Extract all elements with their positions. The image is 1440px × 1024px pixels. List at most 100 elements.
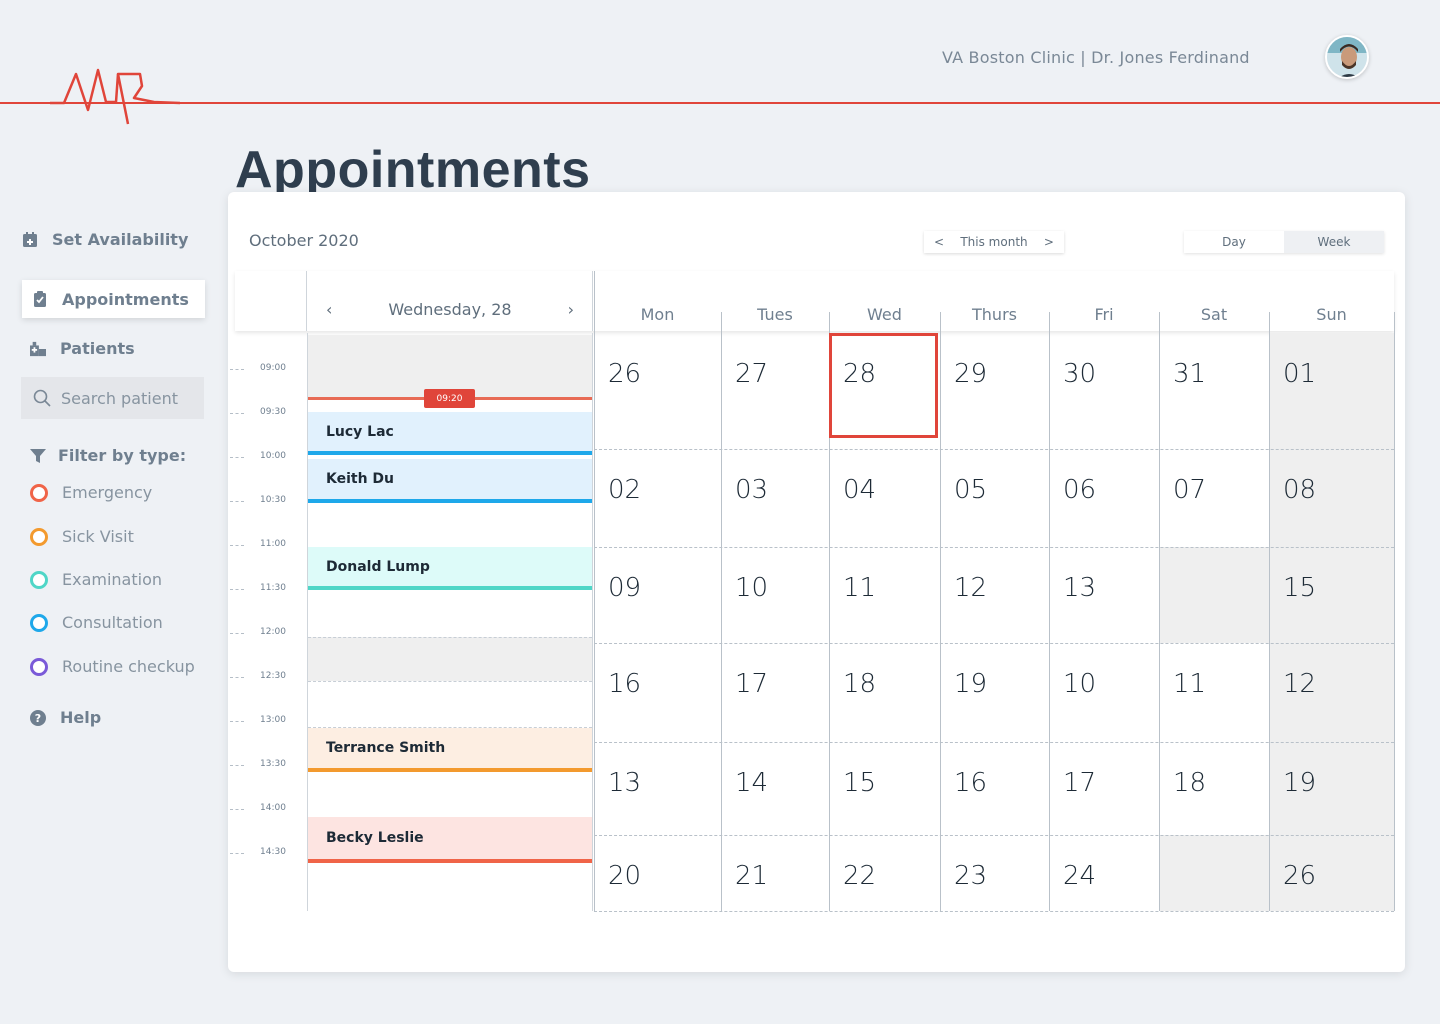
filter-label: Examination: [62, 570, 163, 589]
time-tick: [230, 545, 244, 546]
calendar-day-cell[interactable]: 18: [1173, 768, 1207, 798]
help-link[interactable]: ? Help: [30, 708, 101, 727]
prev-day-button[interactable]: ‹: [326, 300, 333, 319]
calendar-day-cell[interactable]: [1159, 835, 1269, 911]
calendar-day-cell[interactable]: 26: [608, 359, 642, 389]
avatar[interactable]: [1325, 35, 1369, 79]
filter-label: Consultation: [62, 613, 163, 632]
weekday-tues: Tues: [757, 305, 793, 324]
filter-sick-visit[interactable]: Sick Visit: [30, 527, 134, 546]
search-box: [21, 377, 204, 419]
calendar-day-cell[interactable]: 11: [1173, 669, 1207, 699]
search-icon: [33, 389, 51, 407]
calendar-day-cell[interactable]: 08: [1283, 475, 1317, 505]
appointment-becky-leslie[interactable]: Becky Leslie: [308, 817, 592, 863]
grid-column-line: [594, 271, 595, 911]
filter-title: Filter by type:: [30, 446, 186, 465]
today-highlight: [829, 333, 938, 438]
appointment-keith-du[interactable]: Keith Du: [308, 459, 592, 503]
calendar-day-cell[interactable]: 10: [1063, 669, 1097, 699]
appointment-name: Becky Leslie: [326, 830, 424, 846]
calendar-day-cell[interactable]: 17: [1063, 768, 1097, 798]
prev-month-button[interactable]: <: [934, 235, 945, 249]
calendar-day-cell[interactable]: 21: [735, 861, 769, 891]
sick-visit-ring-icon: [30, 527, 48, 546]
search-input[interactable]: [61, 388, 191, 408]
consultation-ring-icon: [30, 613, 48, 632]
time-label: 14:30: [260, 847, 286, 857]
calendar-day-cell[interactable]: 15: [843, 768, 877, 798]
unavailable-day: [1269, 742, 1394, 835]
divider: [306, 271, 307, 331]
appointment-terrance-smith[interactable]: Terrance Smith: [308, 728, 592, 772]
calendar-day-cell[interactable]: 15: [1283, 573, 1317, 603]
appointment-lucy-lac[interactable]: Lucy Lac: [308, 412, 592, 455]
slot-line: [308, 637, 592, 638]
examination-ring-icon: [30, 570, 48, 589]
calendar-day-cell[interactable]: 17: [735, 669, 769, 699]
heartbeat-logo-icon: [50, 68, 180, 125]
calendar-day-cell[interactable]: 26: [1283, 861, 1317, 891]
calendar-day-cell[interactable]: 16: [608, 669, 642, 699]
calendar-day-cell[interactable]: 27: [735, 359, 769, 389]
filter-consultation[interactable]: Consultation: [30, 613, 163, 632]
this-month-button[interactable]: This month: [960, 235, 1028, 249]
calendar-day-cell[interactable]: 18: [843, 669, 877, 699]
time-label: 09:00: [260, 363, 286, 373]
calendar-day-cell[interactable]: 24: [1063, 861, 1097, 891]
calendar-day-cell[interactable]: 03: [735, 475, 769, 505]
sidebar-item-set-availability[interactable]: Set Availability: [22, 230, 188, 249]
calendar-day-cell[interactable]: 23: [954, 861, 988, 891]
calendar-day-cell[interactable]: 04: [843, 475, 877, 505]
time-label: 14:00: [260, 803, 286, 813]
sidebar-item-patients[interactable]: Patients: [30, 339, 135, 358]
calendar-day-cell[interactable]: 11: [843, 573, 877, 603]
week-view-button[interactable]: Week: [1284, 231, 1384, 253]
calendar-day-cell[interactable]: 29: [954, 359, 988, 389]
appointment-name: Lucy Lac: [326, 423, 394, 440]
help-label: Help: [60, 708, 102, 727]
calendar-day-cell[interactable]: 06: [1063, 475, 1097, 505]
calendar-day-cell[interactable]: 13: [608, 768, 642, 798]
time-label: 09:30: [260, 407, 286, 417]
grid-column-line: [1269, 312, 1270, 911]
calendar-header: [235, 271, 1394, 331]
calendar-day-cell[interactable]: 20: [608, 861, 642, 891]
calendar-day-cell[interactable]: 12: [954, 573, 988, 603]
calendar-day-cell[interactable]: 13: [1063, 573, 1097, 603]
day-view-column: [307, 333, 593, 911]
sidebar-item-appointments[interactable]: Appointments: [22, 280, 205, 318]
calendar-day-cell[interactable]: 01: [1283, 359, 1317, 389]
calendar-day-cell[interactable]: 30: [1063, 359, 1097, 389]
next-month-button[interactable]: >: [1043, 235, 1054, 249]
grid-column-line: [829, 312, 830, 911]
calendar-day-cell[interactable]: 10: [735, 573, 769, 603]
calendar-day-cell[interactable]: 19: [954, 669, 988, 699]
calendar-day-cell[interactable]: 07: [1173, 475, 1207, 505]
weekday-wed: Wed: [867, 305, 902, 324]
page-title: Appointments: [235, 141, 591, 199]
day-view-button[interactable]: Day: [1184, 231, 1284, 253]
filter-routine-checkup[interactable]: Routine checkup: [30, 657, 195, 676]
appointment-name: Terrance Smith: [326, 740, 446, 756]
calendar-day-cell[interactable]: 19: [1283, 768, 1317, 798]
calendar-day-cell[interactable]: 22: [843, 861, 877, 891]
calendar-day-cell[interactable]: 05: [954, 475, 988, 505]
user-avatar-icon: [1327, 37, 1367, 77]
calendar-day-cell[interactable]: 16: [954, 768, 988, 798]
calendar-day-cell[interactable]: 14: [735, 768, 769, 798]
filter-emergency[interactable]: Emergency: [30, 483, 152, 502]
calendar-day-cell[interactable]: 12: [1283, 669, 1317, 699]
calendar-day-cell[interactable]: 02: [608, 475, 642, 505]
calendar-day-cell[interactable]: [1159, 547, 1269, 643]
filter-examination[interactable]: Examination: [30, 570, 162, 589]
month-nav: < This month >: [924, 231, 1064, 253]
time-tick: [230, 853, 244, 854]
next-day-button[interactable]: ›: [567, 300, 574, 319]
calendar-day-cell[interactable]: 31: [1173, 359, 1207, 389]
calendar-day-cell[interactable]: 09: [608, 573, 642, 603]
calendar-day-cell[interactable]: 28: [843, 359, 877, 389]
appointment-donald-lump[interactable]: Donald Lump: [308, 547, 592, 590]
sidebar-item-label: Appointments: [62, 289, 189, 309]
header-divider: [0, 102, 1440, 104]
